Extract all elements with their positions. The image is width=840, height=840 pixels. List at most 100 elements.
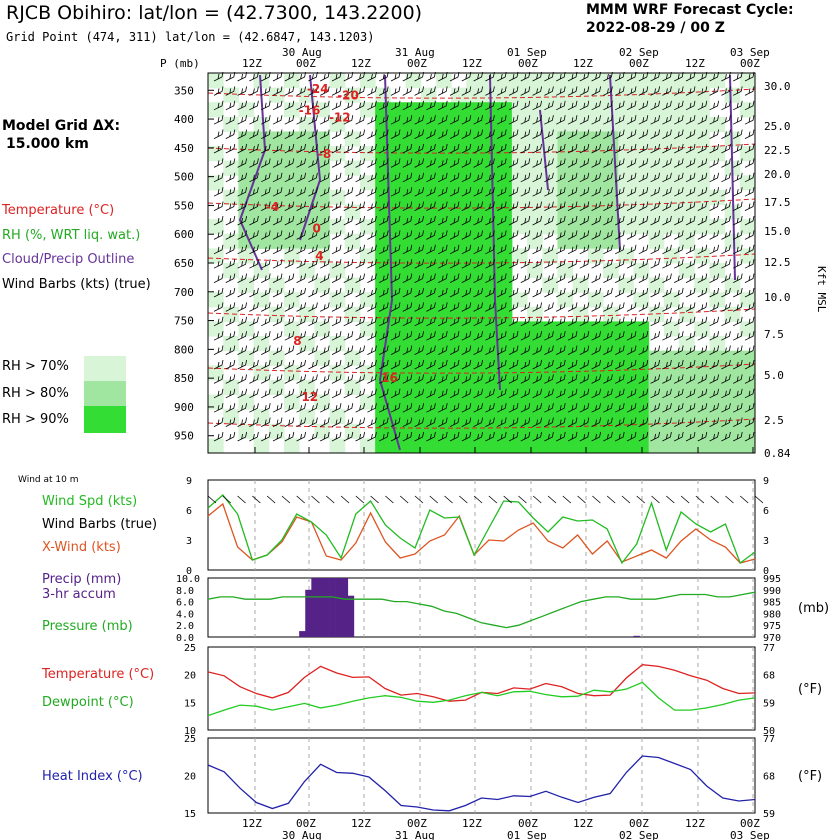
wind-barb — [225, 172, 236, 183]
wind-barb — [213, 86, 224, 96]
wind-barb — [343, 374, 354, 384]
rh-cell — [663, 219, 680, 235]
rh-cell — [481, 394, 498, 410]
precip-panel: 0.02.04.06.08.010.0970975980985990995(mb… — [176, 574, 829, 644]
rh-cell — [663, 160, 680, 176]
rh-cell — [283, 204, 300, 220]
wind-barb — [237, 417, 247, 427]
wind-barb — [355, 331, 365, 341]
wind-barb — [320, 129, 330, 139]
wind-barb — [485, 431, 495, 442]
wind-barb — [320, 187, 330, 197]
wind-barb — [272, 187, 283, 197]
kft-label: 25.0 — [764, 120, 791, 133]
wind-barb — [485, 345, 495, 355]
wind-barb — [508, 316, 519, 327]
wind-barb — [426, 172, 436, 183]
rh-cell — [603, 263, 619, 279]
wind-barb — [520, 215, 531, 226]
rh-cell — [405, 350, 422, 366]
wind-barb — [744, 86, 755, 96]
wind-barb — [567, 374, 578, 384]
isotherm-label: -24 — [307, 82, 329, 96]
page-title: RJCB Obihiro: lat/lon = (42.7300, 143.22… — [6, 2, 423, 24]
wind-barb — [414, 374, 424, 384]
wind-barb — [497, 230, 507, 240]
wind-barb — [308, 331, 318, 341]
rh-cell — [375, 175, 391, 191]
wind-barb — [284, 374, 295, 384]
isotherm-label: -16 — [299, 103, 321, 117]
rh-cell — [268, 233, 285, 249]
wind-barb — [485, 201, 495, 211]
wind-barb — [461, 230, 472, 240]
wind-barb — [225, 302, 236, 312]
heat-ytick: 15 — [184, 809, 196, 820]
wind-barb — [426, 431, 436, 442]
wind-barb — [367, 345, 377, 355]
wind-barb — [355, 100, 365, 111]
rh-cell — [496, 87, 513, 103]
wind-barb — [461, 143, 472, 154]
wind-barb — [473, 345, 483, 355]
wind-10m-label: Wind at 10 m — [18, 475, 79, 485]
wind-barb — [615, 316, 625, 327]
pressure-label: 650 — [174, 257, 194, 270]
isotherm-label: 4 — [315, 249, 323, 263]
wind-barb — [674, 359, 684, 370]
rh-cell — [724, 394, 741, 410]
wind-barb — [390, 100, 401, 111]
wind-barb — [261, 215, 271, 226]
wind-barb — [414, 417, 424, 427]
wind-barb — [579, 417, 590, 427]
wind-barb — [213, 302, 224, 312]
wind-barb — [390, 417, 401, 427]
wind-barb — [461, 359, 472, 370]
wind-barb — [721, 431, 731, 442]
wind-barb — [367, 403, 377, 413]
wind-barb — [650, 230, 660, 240]
rh-cell — [511, 365, 528, 381]
rh-cell — [435, 160, 452, 176]
wind-barb — [473, 403, 483, 413]
wind-barb — [249, 345, 259, 355]
wind-barb — [284, 417, 295, 427]
rh-cell — [542, 336, 558, 352]
wind-barb — [744, 374, 755, 384]
rh-cell — [329, 219, 346, 235]
wind-barb — [213, 388, 224, 399]
wind-barb — [733, 115, 743, 125]
wind-barb — [213, 71, 224, 82]
wind-barb — [261, 129, 271, 139]
wind-barb — [638, 302, 649, 312]
wind-barb — [367, 316, 377, 327]
legend-rh70: RH > 70% — [2, 359, 69, 374]
rh-cell — [390, 409, 407, 425]
isotherm-line — [207, 88, 756, 99]
wind-barb — [343, 403, 354, 413]
wind-barb — [697, 244, 708, 255]
rh-cell — [633, 175, 650, 191]
wind-barb — [544, 431, 554, 442]
wind-barb — [284, 86, 295, 96]
wind-barb — [261, 331, 271, 341]
rh-cell — [603, 438, 619, 454]
wind-barb — [544, 331, 554, 341]
wind-barb — [308, 244, 318, 255]
wind-barb — [591, 201, 601, 211]
wind-barb — [697, 374, 708, 384]
rh-cell — [724, 379, 741, 396]
wind-barb — [508, 388, 519, 399]
wind-barb — [249, 100, 259, 111]
wind-barb — [508, 374, 519, 384]
wind-barb — [544, 86, 554, 96]
wind-barb — [721, 331, 731, 341]
rh-cell — [633, 379, 650, 396]
wind-barb — [744, 100, 755, 111]
wind-barb — [296, 316, 306, 327]
temp-ytick-f: 50 — [763, 726, 775, 737]
wind-barb — [261, 388, 271, 399]
rh-cell — [314, 248, 331, 264]
rh-cell — [587, 379, 604, 396]
wind-barb — [591, 287, 601, 298]
